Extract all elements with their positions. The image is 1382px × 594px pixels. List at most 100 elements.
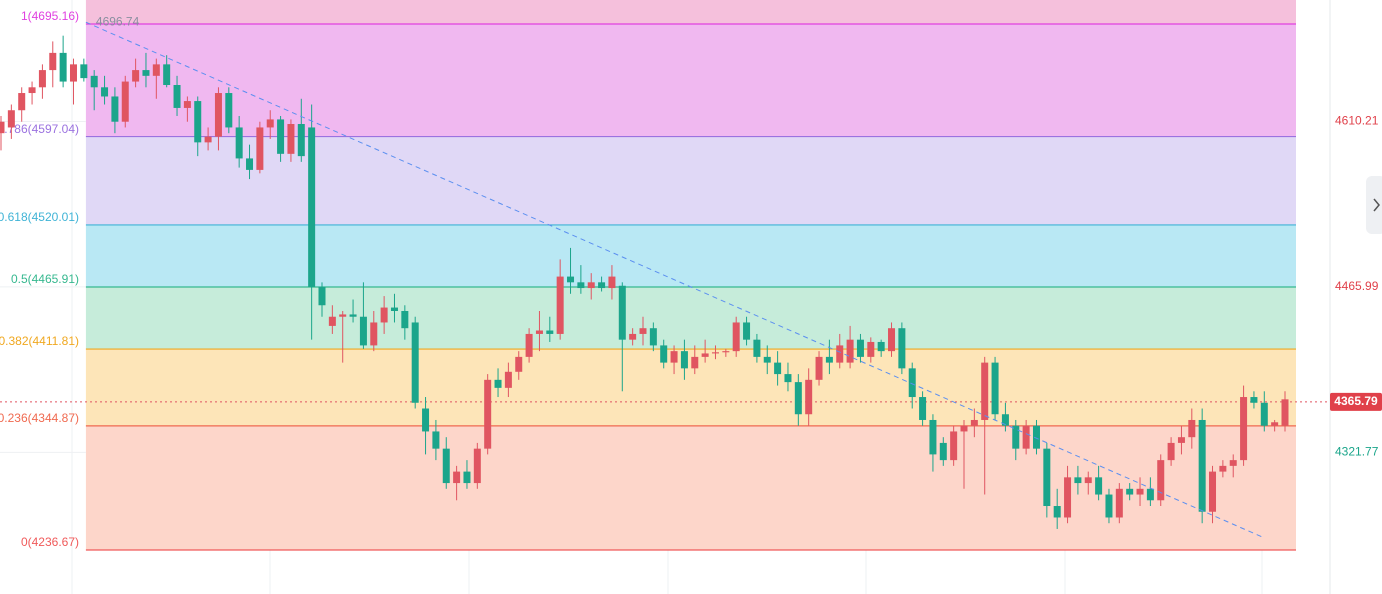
- fib-band: [85, 0, 1297, 25]
- candle-body: [328, 316, 336, 326]
- candle-body: [1012, 425, 1020, 449]
- candle-body: [1095, 477, 1103, 495]
- candle-body: [1022, 425, 1030, 449]
- candle-body: [411, 322, 419, 403]
- candle-body: [90, 75, 98, 88]
- candle-body: [763, 356, 771, 363]
- candle-body: [691, 356, 699, 369]
- candle-body: [453, 471, 461, 484]
- candle-body: [794, 382, 802, 415]
- candle-body: [1001, 414, 1009, 426]
- candle-body: [235, 127, 243, 159]
- candle-body: [856, 339, 864, 357]
- candle-body: [670, 351, 678, 363]
- candle-body: [494, 379, 502, 388]
- candle-body: [970, 419, 978, 426]
- fib-label: 0.236(4344.87): [0, 411, 79, 425]
- candle-body: [142, 70, 150, 76]
- candle-body: [1250, 397, 1258, 403]
- candle-body: [888, 328, 896, 352]
- side-tab-bg[interactable]: [1366, 176, 1382, 234]
- candle-body: [297, 124, 305, 157]
- candle-body: [1240, 397, 1248, 461]
- candle-body: [1157, 460, 1165, 501]
- candle-body: [59, 52, 67, 82]
- candle-body: [1219, 465, 1227, 472]
- candle-body: [908, 368, 916, 398]
- candle-body: [401, 310, 409, 329]
- candle-body: [743, 322, 751, 340]
- candle-body: [939, 442, 947, 461]
- candle-body: [877, 341, 885, 352]
- candle-body: [1126, 488, 1134, 495]
- candle-body: [101, 87, 109, 97]
- trend-label: 4696.74: [96, 14, 140, 28]
- candle-body: [69, 64, 77, 82]
- candle-body: [1146, 488, 1154, 501]
- candle-body: [1198, 419, 1206, 512]
- side-tab-arrow[interactable]: [1373, 198, 1380, 212]
- candle-body: [598, 282, 606, 289]
- candle-body: [867, 341, 875, 357]
- fib-band: [85, 24, 1297, 137]
- candle-body: [1136, 488, 1144, 495]
- fib-band: [85, 287, 1297, 350]
- candle-body: [1074, 477, 1082, 484]
- candle-body: [225, 93, 233, 128]
- candle-body: [484, 379, 492, 449]
- candle-body: [1043, 448, 1051, 507]
- candle-body: [132, 70, 140, 82]
- candle-body: [49, 52, 57, 71]
- candle-body: [1167, 442, 1175, 461]
- candle-body: [1229, 460, 1237, 466]
- candle-body: [950, 431, 958, 461]
- candle-body: [618, 285, 626, 340]
- candle-body: [649, 328, 657, 346]
- candle-body: [1032, 425, 1040, 449]
- fib-band: [85, 349, 1297, 426]
- candle-body: [1053, 506, 1061, 518]
- candle-body: [287, 124, 295, 154]
- candle-body: [556, 276, 564, 334]
- candle-body: [929, 419, 937, 455]
- candle-body: [277, 119, 285, 154]
- candle-body: [639, 328, 647, 334]
- candle-body: [18, 93, 26, 111]
- fib-band: [85, 224, 1297, 288]
- fib-label: 0(4236.67): [21, 535, 79, 549]
- candle-body: [1271, 422, 1279, 426]
- current-price-label: 4365.79: [1334, 394, 1378, 408]
- candle-body: [214, 93, 222, 137]
- side-tab[interactable]: [1366, 176, 1382, 234]
- candle-body: [898, 328, 906, 369]
- current-price-box: [1330, 392, 1382, 411]
- candle-body: [701, 353, 709, 357]
- fib-band: [85, 425, 1297, 550]
- candle-body: [318, 286, 326, 306]
- candle-body: [525, 333, 533, 357]
- candle-body: [805, 379, 813, 415]
- candle-body: [732, 322, 740, 352]
- fib-label: 0.786(4597.04): [0, 122, 79, 136]
- candle-body: [919, 397, 927, 420]
- candle-body: [1281, 399, 1289, 426]
- candle-body: [784, 374, 792, 383]
- candle-body: [1188, 419, 1196, 438]
- y-tick-label: 4321.77: [1335, 445, 1379, 459]
- candle-body: [359, 316, 367, 346]
- candle-body: [567, 276, 575, 283]
- candle-body: [80, 64, 88, 79]
- candle-body: [722, 351, 730, 353]
- candle-body: [370, 322, 378, 346]
- candle-body: [266, 119, 274, 128]
- candle-body: [815, 356, 823, 380]
- candle-body: [774, 362, 782, 375]
- y-tick-label: 4465.99: [1335, 279, 1379, 293]
- candle-body: [515, 356, 523, 372]
- candle-body: [152, 64, 160, 76]
- candle-body: [608, 276, 616, 289]
- candle-body: [422, 408, 430, 432]
- candle-body: [1177, 437, 1185, 443]
- candle-body: [121, 81, 129, 122]
